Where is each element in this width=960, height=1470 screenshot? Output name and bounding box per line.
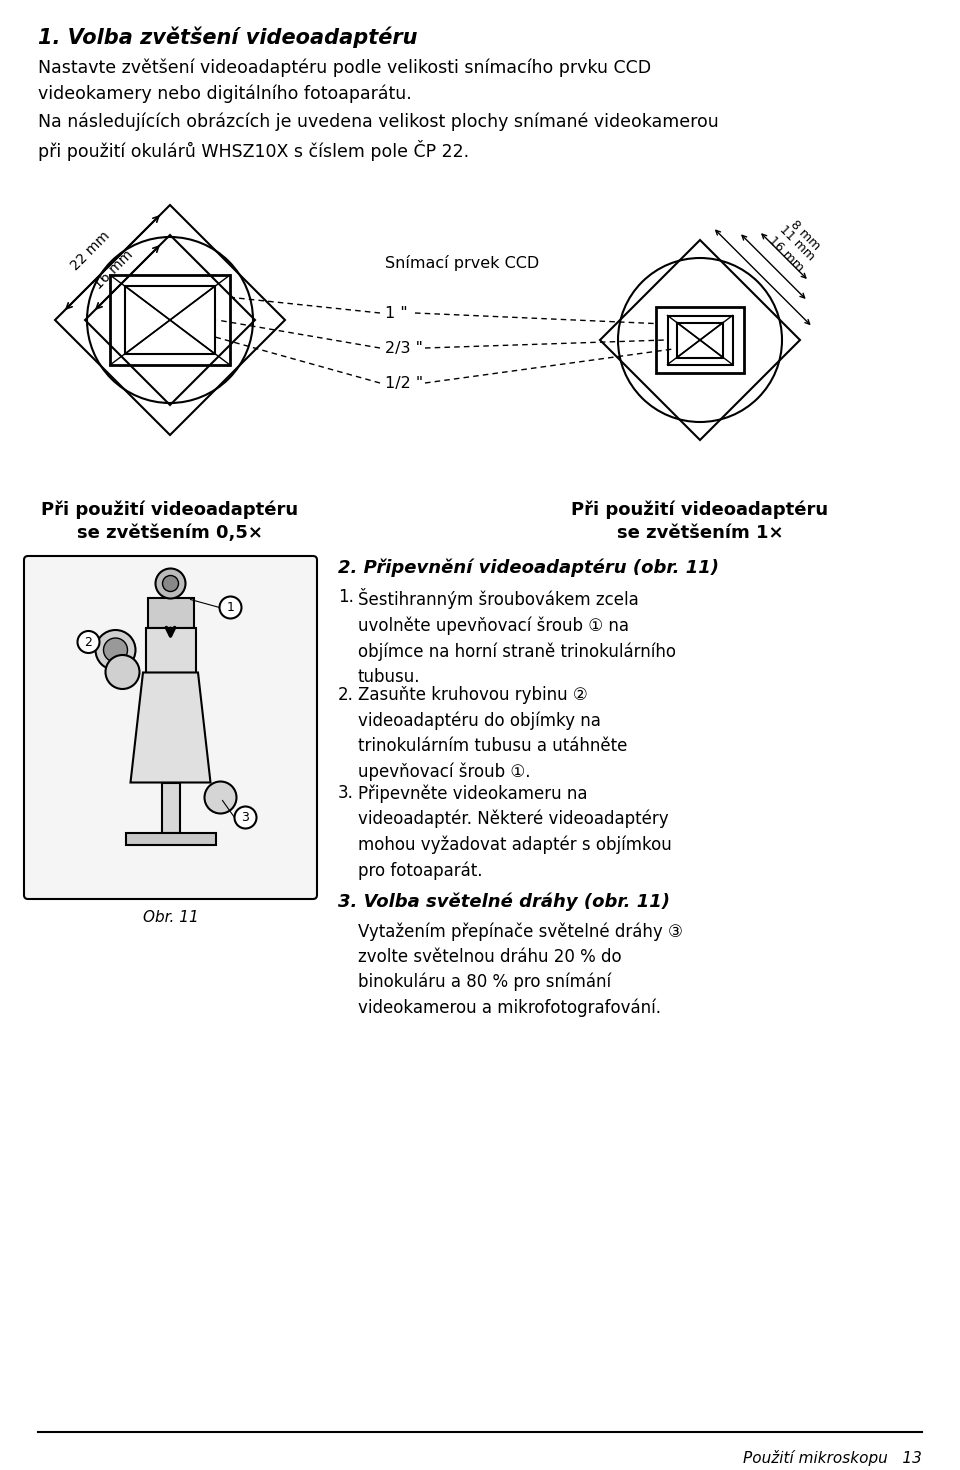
Circle shape bbox=[104, 638, 128, 662]
Bar bbox=[146, 628, 196, 672]
Text: 22 mm: 22 mm bbox=[68, 228, 112, 273]
Text: Snímací prvek CCD: Snímací prvek CCD bbox=[385, 254, 540, 270]
Text: 8 mm: 8 mm bbox=[787, 218, 823, 253]
Circle shape bbox=[204, 782, 236, 813]
Text: 1.: 1. bbox=[338, 588, 354, 606]
Text: 3.: 3. bbox=[338, 784, 354, 803]
Circle shape bbox=[234, 807, 256, 829]
Text: 2.: 2. bbox=[338, 686, 354, 704]
Text: se zvětšením 1×: se zvětšením 1× bbox=[616, 523, 783, 542]
Circle shape bbox=[78, 631, 100, 653]
Text: 11 mm: 11 mm bbox=[777, 223, 817, 263]
Text: 1: 1 bbox=[227, 601, 234, 614]
Bar bbox=[125, 287, 215, 354]
Text: Šestihranným šroubovákem zcela
uvolněte upevňovací šroub ① na
objímce na horní s: Šestihranným šroubovákem zcela uvolněte … bbox=[358, 588, 676, 685]
Circle shape bbox=[156, 569, 185, 598]
Circle shape bbox=[220, 597, 242, 619]
Text: Při použití videoadaptéru: Při použití videoadaptéru bbox=[571, 500, 828, 519]
Text: Použití mikroskopu   13: Použití mikroskopu 13 bbox=[743, 1449, 922, 1466]
Bar bbox=[677, 322, 723, 357]
Text: Připevněte videokameru na
videoadaptér. Některé videoadaptéry
mohou vyžadovat ad: Připevněte videokameru na videoadaptér. … bbox=[358, 784, 672, 879]
Bar bbox=[656, 307, 744, 373]
Text: 2. Připevnění videoadaptéru (obr. 11): 2. Připevnění videoadaptéru (obr. 11) bbox=[338, 559, 719, 576]
Text: se zvětšením 0,5×: se zvětšením 0,5× bbox=[77, 523, 263, 542]
Text: Obr. 11: Obr. 11 bbox=[143, 910, 199, 925]
Circle shape bbox=[162, 575, 179, 591]
Bar bbox=[148, 597, 194, 628]
Bar bbox=[126, 832, 215, 844]
Text: Při použití videoadaptéru: Při použití videoadaptéru bbox=[41, 500, 299, 519]
FancyBboxPatch shape bbox=[24, 556, 317, 900]
Text: Vytažením přepínače světelné dráhy ③
zvolte světelnou dráhu 20 % do
binokuláru a: Vytažením přepínače světelné dráhy ③ zvo… bbox=[358, 922, 683, 1017]
Text: Na následujících obrázcích je uvedena velikost plochy snímané videokamerou
při p: Na následujících obrázcích je uvedena ve… bbox=[38, 112, 719, 160]
Bar bbox=[110, 275, 230, 365]
Text: 1/2 ": 1/2 " bbox=[385, 375, 423, 391]
Text: 3: 3 bbox=[242, 811, 250, 825]
Text: 2: 2 bbox=[84, 635, 92, 648]
Bar bbox=[667, 316, 732, 365]
Text: 3. Volba světelné dráhy (obr. 11): 3. Volba světelné dráhy (obr. 11) bbox=[338, 892, 670, 910]
Text: 2/3 ": 2/3 " bbox=[385, 341, 422, 356]
Text: Nastavte zvětšení videoadaptéru podle velikosti snímacího prvku CCD
videokamery : Nastavte zvětšení videoadaptéru podle ve… bbox=[38, 57, 651, 103]
Text: 1 ": 1 " bbox=[385, 306, 408, 320]
Text: 1. Volba zvětšení videoadaptéru: 1. Volba zvětšení videoadaptéru bbox=[38, 26, 418, 47]
Circle shape bbox=[95, 631, 135, 670]
Text: 16 mm: 16 mm bbox=[91, 247, 135, 293]
Text: 16 mm: 16 mm bbox=[766, 234, 806, 273]
Circle shape bbox=[106, 656, 139, 689]
Polygon shape bbox=[131, 672, 210, 782]
Bar bbox=[161, 782, 180, 832]
Text: Zasuňte kruhovou rybinu ②
videoadaptéru do objímky na
trinokulárním tubusu a utá: Zasuňte kruhovou rybinu ② videoadaptéru … bbox=[358, 686, 628, 781]
